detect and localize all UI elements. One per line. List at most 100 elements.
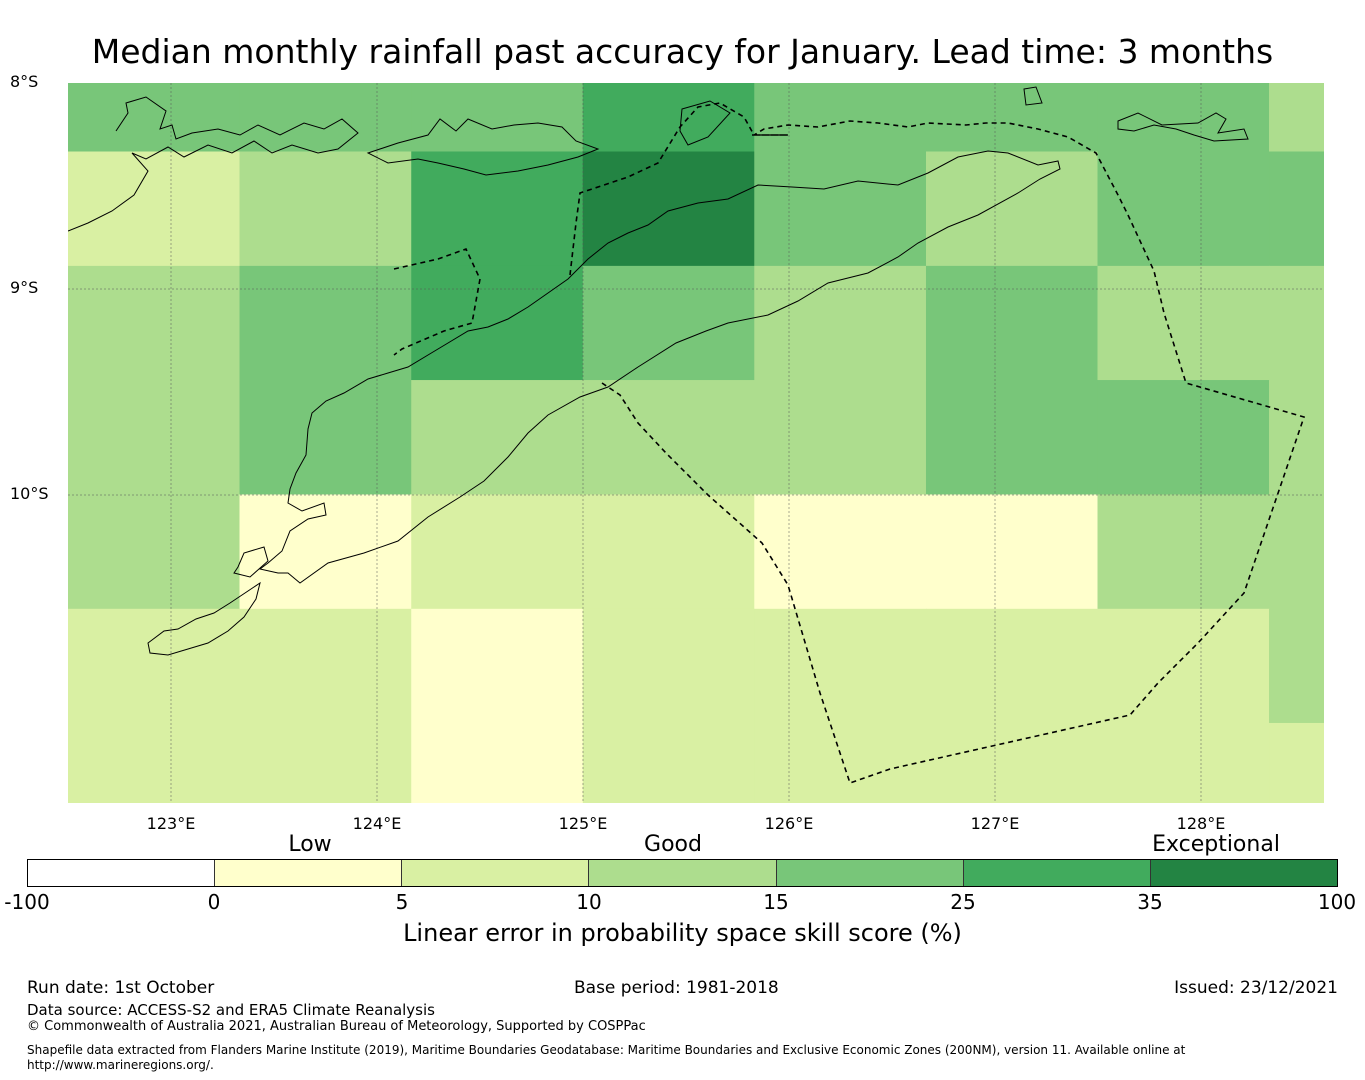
- skill-grid-cell: [411, 151, 584, 267]
- skill-grid-cell: [68, 83, 241, 153]
- skill-grid-cell: [68, 380, 241, 495]
- issued-date: Issued: 23/12/2021: [1174, 978, 1338, 998]
- skill-grid-cell: [925, 151, 1099, 267]
- colorbar-label: Linear error in probability space skill …: [403, 919, 962, 947]
- skill-grid-cell: [754, 151, 927, 267]
- skill-grid-cell: [582, 380, 755, 495]
- skill-grid-cell: [582, 722, 755, 803]
- atauro-eez-boundary: [569, 102, 755, 276]
- skill-grid-cell: [68, 608, 241, 724]
- skill-grid-cell: [1097, 608, 1270, 724]
- colorbar-tick: -100: [4, 890, 50, 914]
- colorbar-segment: [589, 860, 777, 886]
- lon-label-128e: 128°E: [1176, 814, 1226, 833]
- lon-label-124e: 124°E: [352, 814, 402, 833]
- skill-grid-cell: [68, 265, 241, 381]
- skill-grid-cell: [1097, 265, 1270, 381]
- skill-grid-cell: [925, 494, 1099, 610]
- skill-grid-cell: [754, 608, 927, 724]
- skill-grid-cell: [1269, 151, 1324, 267]
- category-exceptional-label: Exceptional: [1152, 832, 1280, 857]
- colorbar-tick: 100: [1317, 890, 1357, 914]
- oecusse-eez-boundary: [393, 248, 481, 356]
- skill-grid-cell: [68, 494, 241, 610]
- skill-grid-cell: [582, 83, 755, 153]
- run-date: Run date: 1st October: [27, 978, 215, 998]
- lon-label-126e: 126°E: [764, 814, 814, 833]
- skill-grid-cell: [925, 380, 1099, 495]
- skill-grid-cell: [582, 151, 755, 267]
- skill-grid-cell: [411, 722, 584, 803]
- skill-grid-cell: [754, 722, 927, 803]
- maritime-boundaries: [393, 102, 1306, 785]
- colorbar-tick: 25: [950, 890, 976, 914]
- skill-grid-cell: [411, 380, 584, 495]
- skill-grid-cell: [754, 380, 927, 495]
- skill-grid-cells: [68, 83, 1324, 803]
- colorbar-segment: [963, 860, 1151, 886]
- map-title: Median monthly rainfall past accuracy fo…: [91, 32, 1274, 71]
- skill-grid-cell: [1269, 83, 1324, 153]
- skill-grid-cell: [1269, 722, 1324, 803]
- colorbar: [27, 859, 1338, 887]
- sumba-coastline: [233, 546, 269, 578]
- skill-grid-cell: [239, 83, 412, 153]
- skill-grid-cell: [1097, 380, 1270, 495]
- skill-grid-cell: [239, 608, 412, 724]
- colorbar-segment: [28, 860, 216, 886]
- lat-label-8s: 8°S: [10, 72, 39, 91]
- category-good-label: Good: [644, 832, 702, 857]
- colorbar-segment: [776, 860, 964, 886]
- skill-grid-cell: [754, 83, 927, 153]
- skill-grid-cell: [68, 151, 241, 267]
- wetar-coastline: [679, 100, 731, 146]
- flores-coastline: [68, 96, 359, 232]
- skill-grid-cell: [1097, 722, 1270, 803]
- lon-label-127e: 127°E: [970, 814, 1020, 833]
- colorbar-segment: [1150, 860, 1337, 886]
- lon-label-123e: 123°E: [146, 814, 196, 833]
- skill-grid-cell: [1269, 494, 1324, 610]
- shapefile-url: http://www.marineregions.org/.: [27, 1058, 214, 1072]
- skill-grid-cell: [925, 265, 1099, 381]
- skill-grid-cell: [411, 494, 584, 610]
- lat-label-10s: 10°S: [10, 484, 49, 503]
- timor-leste-eez-boundary: [601, 120, 1306, 785]
- islet-coastline: [1023, 86, 1043, 106]
- skill-grid-cell: [1097, 83, 1270, 153]
- graticule: [68, 83, 1324, 803]
- skill-grid-cell: [925, 83, 1099, 153]
- skill-grid-cell: [925, 722, 1099, 803]
- timor-coastline: [258, 150, 1061, 584]
- skill-grid-cell: [754, 265, 927, 381]
- kisar-coastline: [1117, 112, 1249, 142]
- skill-grid-cell: [239, 722, 412, 803]
- colorbar-tick: 35: [1137, 890, 1163, 914]
- skill-grid-cell: [1269, 265, 1324, 381]
- colorbar-tick: 5: [395, 890, 409, 914]
- skill-score-map: [68, 83, 1324, 803]
- skill-grid-cell: [582, 494, 755, 610]
- skill-grid-cell: [1097, 151, 1270, 267]
- coastlines: [68, 86, 1249, 656]
- lat-label-9s: 9°S: [10, 278, 39, 297]
- lon-label-125e: 125°E: [558, 814, 608, 833]
- skill-grid-cell: [411, 83, 584, 153]
- skill-grid-cell: [239, 151, 412, 267]
- colorbar-tick: 0: [207, 890, 221, 914]
- colorbar-tick: 10: [576, 890, 602, 914]
- skill-grid-cell: [239, 265, 412, 381]
- category-low-label: Low: [288, 832, 332, 857]
- colorbar-segment: [402, 860, 590, 886]
- skill-grid-cell: [925, 608, 1099, 724]
- skill-grid-cell: [1269, 608, 1324, 724]
- skill-grid-cell: [582, 608, 755, 724]
- skill-grid-cell: [754, 494, 927, 610]
- data-source: Data source: ACCESS-S2 and ERA5 Climate …: [27, 1001, 435, 1019]
- colorbar-segment: [215, 860, 403, 886]
- alor-coastline: [366, 118, 600, 176]
- copyright: © Commonwealth of Australia 2021, Austra…: [27, 1019, 646, 1034]
- shapefile-credit: Shapefile data extracted from Flanders M…: [27, 1043, 1186, 1057]
- skill-grid-cell: [1269, 380, 1324, 495]
- skill-grid-cell: [411, 608, 584, 724]
